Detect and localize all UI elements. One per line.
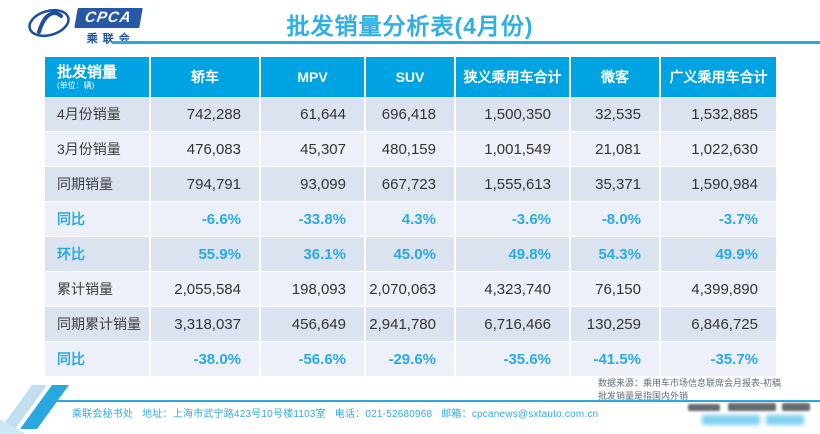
table-cell: 4,399,890 bbox=[661, 272, 776, 307]
table-cell: 3,318,037 bbox=[151, 307, 261, 342]
watermark-smudge bbox=[782, 403, 810, 411]
row-label: 环比 bbox=[45, 237, 151, 272]
table-cell: 476,083 bbox=[151, 132, 261, 167]
table-cell: 54.3% bbox=[571, 237, 661, 272]
table-cell: -6.6% bbox=[151, 202, 261, 237]
table-cell: 49.9% bbox=[661, 237, 776, 272]
row-label: 同期销量 bbox=[45, 167, 151, 202]
table-cell: 1,532,885 bbox=[661, 97, 776, 132]
page-title: 批发销量分析表(4月份) bbox=[286, 13, 534, 39]
watermark-smudge bbox=[688, 404, 720, 411]
table-cell: 49.8% bbox=[456, 237, 571, 272]
table-cell: 1,500,350 bbox=[456, 97, 571, 132]
table-row: 环比 55.9% 36.1% 45.0% 49.8% 54.3% 49.9% bbox=[45, 237, 776, 272]
table-cell: 1,555,613 bbox=[456, 167, 571, 202]
sales-table-body: 4月份销量 742,288 61,644 696,418 1,500,350 32,535… bbox=[45, 97, 776, 377]
table-cell: -3.7% bbox=[661, 202, 776, 237]
row-label: 同比 bbox=[45, 342, 151, 377]
table-cell: 4.3% bbox=[366, 202, 456, 237]
row-label: 3月份销量 bbox=[45, 132, 151, 167]
data-source-notes: 数据来源：乘用车市场信息联席会月报表-初稿 批发销量是指国内外销 bbox=[598, 377, 818, 403]
table-cell: -35.7% bbox=[661, 342, 776, 377]
column-header: SUV bbox=[366, 57, 456, 97]
row-label: 同期累计销量 bbox=[45, 307, 151, 342]
table-cell: -8.0% bbox=[571, 202, 661, 237]
logo-swoosh-icon bbox=[28, 8, 70, 38]
table-cell: 198,093 bbox=[261, 272, 366, 307]
table-cell: 2,055,584 bbox=[151, 272, 261, 307]
table-row: 同期销量 794,791 93,099 667,723 1,555,613 35,371 1… bbox=[45, 167, 776, 202]
table-header-row: 批发销量 (单位：辆) 轿车 MPV SUV 狭义乘用车合计 微客 广义乘用车合… bbox=[45, 57, 776, 97]
table-cell: 667,723 bbox=[366, 167, 456, 202]
table-row: 同比 -38.0% -56.6% -29.6% -35.6% -41.5% -35.7% bbox=[45, 342, 776, 377]
table-cell: -56.6% bbox=[261, 342, 366, 377]
table-cell: 45,307 bbox=[261, 132, 366, 167]
table-cell: -33.8% bbox=[261, 202, 366, 237]
table-cell: 480,159 bbox=[366, 132, 456, 167]
title-divider bbox=[112, 41, 820, 44]
row-label: 4月份销量 bbox=[45, 97, 151, 132]
table-cell: 1,590,984 bbox=[661, 167, 776, 202]
table-cell: 130,259 bbox=[571, 307, 661, 342]
table-cell: 794,791 bbox=[151, 167, 261, 202]
table-cell: 76,150 bbox=[571, 272, 661, 307]
watermark-blur bbox=[702, 415, 760, 425]
table-cell: -3.6% bbox=[456, 202, 571, 237]
table-cell: 696,418 bbox=[366, 97, 456, 132]
watermark-blur bbox=[766, 415, 804, 425]
table-cell: 4,323,740 bbox=[456, 272, 571, 307]
table-cell: 61,644 bbox=[261, 97, 366, 132]
table-row: 累计销量 2,055,584 198,093 2,070,063 4,323,740 76… bbox=[45, 272, 776, 307]
table-row: 4月份销量 742,288 61,644 696,418 1,500,350 32,535… bbox=[45, 97, 776, 132]
table-row: 同比 -6.6% -33.8% 4.3% -3.6% -8.0% -3.7% bbox=[45, 202, 776, 237]
column-header: 狭义乘用车合计 bbox=[456, 57, 571, 97]
column-header: 微客 bbox=[571, 57, 661, 97]
column-header: 轿车 bbox=[151, 57, 261, 97]
table-cell: 21,081 bbox=[571, 132, 661, 167]
table-cell: 55.9% bbox=[151, 237, 261, 272]
unit-note: (单位：辆) bbox=[57, 80, 95, 90]
table-cell: 36.1% bbox=[261, 237, 366, 272]
table-cell: 2,070,063 bbox=[366, 272, 456, 307]
table-cell: 456,649 bbox=[261, 307, 366, 342]
row-label: 同比 bbox=[45, 202, 151, 237]
table-row: 3月份销量 476,083 45,307 480,159 1,001,549 21,081… bbox=[45, 132, 776, 167]
column-header: 批发销量 (单位：辆) bbox=[45, 57, 151, 97]
data-source-line2: 批发销量是指国内外销 bbox=[598, 391, 689, 401]
table-cell: 6,716,466 bbox=[456, 307, 571, 342]
footer-divider bbox=[52, 400, 820, 402]
table-cell: 1,022,630 bbox=[661, 132, 776, 167]
sales-table: 批发销量 (单位：辆) 轿车 MPV SUV 狭义乘用车合计 微客 广义乘用车合… bbox=[45, 57, 776, 377]
table-cell: 2,941,780 bbox=[366, 307, 456, 342]
table-cell: -38.0% bbox=[151, 342, 261, 377]
table-cell: 742,288 bbox=[151, 97, 261, 132]
table-cell: -41.5% bbox=[571, 342, 661, 377]
table-cell: -29.6% bbox=[366, 342, 456, 377]
row-label: 累计销量 bbox=[45, 272, 151, 307]
watermark-smudge bbox=[728, 403, 776, 411]
table-cell: 35,371 bbox=[571, 167, 661, 202]
table-cell: 93,099 bbox=[261, 167, 366, 202]
table-row: 同期累计销量 3,318,037 456,649 2,941,780 6,716,466… bbox=[45, 307, 776, 342]
table-cell: 6,846,725 bbox=[661, 307, 776, 342]
column-header-label: 批发销量 bbox=[57, 63, 118, 81]
column-header: 广义乘用车合计 bbox=[661, 57, 776, 97]
column-header: MPV bbox=[261, 57, 366, 97]
table-cell: 45.0% bbox=[366, 237, 456, 272]
data-source-line1: 数据来源：乘用车市场信息联席会月报表-初稿 bbox=[598, 378, 781, 388]
table-cell: 1,001,549 bbox=[456, 132, 571, 167]
footer-contact-text: 乘联会秘书处 地址：上海市武宁路423号10号楼1103室 电话：021-526… bbox=[72, 409, 599, 420]
table-cell: -35.6% bbox=[456, 342, 571, 377]
table-cell: 32,535 bbox=[571, 97, 661, 132]
